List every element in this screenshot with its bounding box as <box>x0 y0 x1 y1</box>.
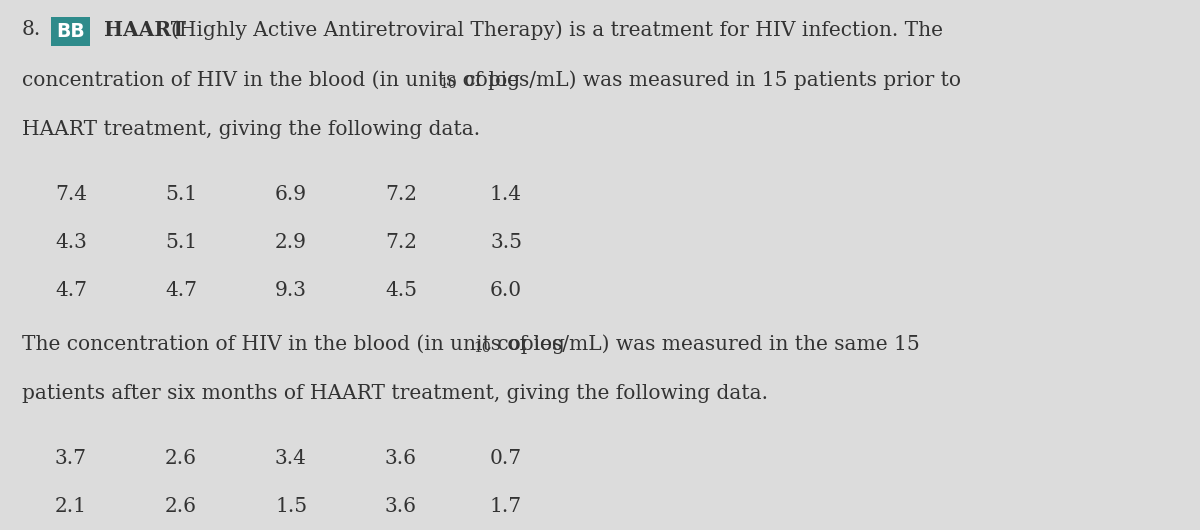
Text: 7.2: 7.2 <box>385 233 418 252</box>
Text: 2.6: 2.6 <box>166 449 197 468</box>
Text: 2.1: 2.1 <box>55 497 88 516</box>
Text: 2.9: 2.9 <box>275 233 307 252</box>
Text: 4.3: 4.3 <box>55 233 86 252</box>
Text: (Highly Active Antiretroviral Therapy) is a treatment for HIV infection. The: (Highly Active Antiretroviral Therapy) i… <box>172 20 943 40</box>
Text: 1.5: 1.5 <box>275 497 307 516</box>
Text: 3.4: 3.4 <box>275 449 307 468</box>
Text: copies/mL) was measured in the same 15: copies/mL) was measured in the same 15 <box>491 334 919 354</box>
Text: 5.1: 5.1 <box>166 185 197 204</box>
Text: 4.7: 4.7 <box>55 281 88 300</box>
Text: 7.2: 7.2 <box>385 185 418 204</box>
Text: 1.4: 1.4 <box>490 185 522 204</box>
Text: HAART: HAART <box>104 20 186 40</box>
Text: HAART treatment, giving the following data.: HAART treatment, giving the following da… <box>22 120 480 139</box>
Text: The concentration of HIV in the blood (in units of log: The concentration of HIV in the blood (i… <box>22 334 565 354</box>
Text: 3.6: 3.6 <box>385 449 418 468</box>
Text: 7.4: 7.4 <box>55 185 88 204</box>
Text: copies/mL) was measured in 15 patients prior to: copies/mL) was measured in 15 patients p… <box>457 70 960 90</box>
Text: 4.7: 4.7 <box>166 281 197 300</box>
Text: BB: BB <box>56 22 85 41</box>
Text: 6.0: 6.0 <box>490 281 522 300</box>
Text: 0.7: 0.7 <box>490 449 522 468</box>
Text: 9.3: 9.3 <box>275 281 307 300</box>
Text: patients after six months of HAART treatment, giving the following data.: patients after six months of HAART treat… <box>22 384 768 403</box>
Text: 2.6: 2.6 <box>166 497 197 516</box>
Text: 1.7: 1.7 <box>490 497 522 516</box>
Text: 6.9: 6.9 <box>275 185 307 204</box>
Text: 8.: 8. <box>22 20 41 39</box>
Text: 10: 10 <box>473 341 491 355</box>
Text: 5.1: 5.1 <box>166 233 197 252</box>
Text: 3.6: 3.6 <box>385 497 418 516</box>
Text: 4.5: 4.5 <box>385 281 418 300</box>
Text: concentration of HIV in the blood (in units of log: concentration of HIV in the blood (in un… <box>22 70 520 90</box>
Text: 10: 10 <box>439 77 457 91</box>
Text: 3.5: 3.5 <box>490 233 522 252</box>
Text: 3.7: 3.7 <box>55 449 88 468</box>
